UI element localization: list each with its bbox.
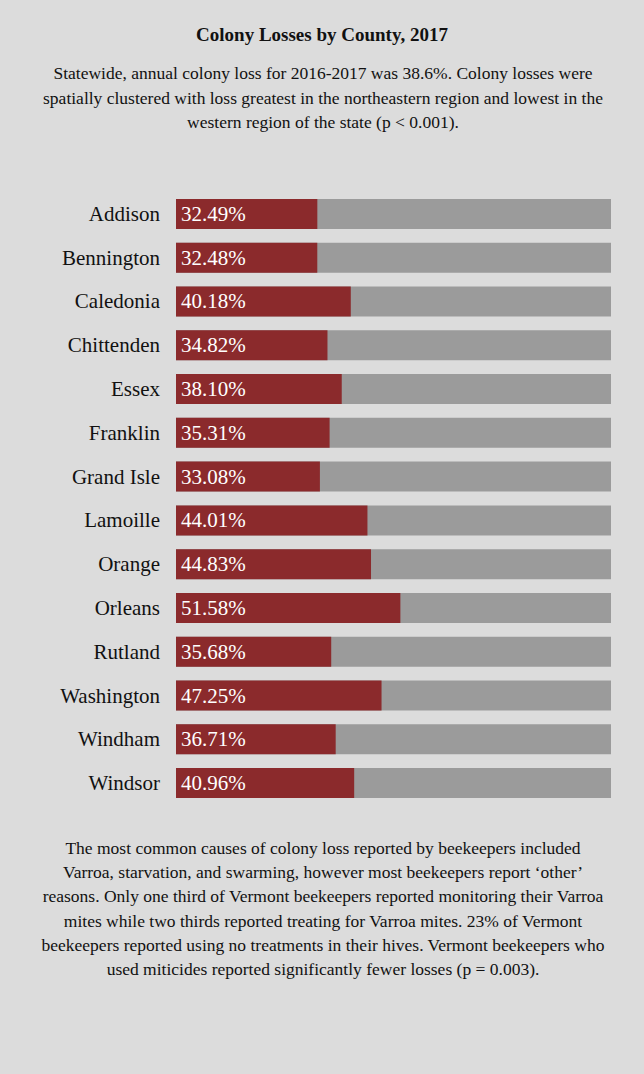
svg-text:Grand Isle: Grand Isle [72,465,160,489]
svg-text:34.82%: 34.82% [181,333,246,357]
svg-text:47.25%: 47.25% [181,684,246,708]
html-text:Colony Losses by County, 2017: Colony Losses by County, 2017 [196,24,448,45]
svg-text:44.83%: 44.83% [181,552,246,576]
svg-text:Essex: Essex [111,377,160,401]
svg-text:Franklin: Franklin [89,421,161,445]
svg-text:32.49%: 32.49% [181,202,246,226]
svg-text:Windsor: Windsor [89,771,160,795]
svg-text:51.58%: 51.58% [181,596,246,620]
svg-text:Rutland: Rutland [94,640,161,664]
svg-text:38.10%: 38.10% [181,377,246,401]
svg-text:35.31%: 35.31% [181,421,246,445]
svg-text:33.08%: 33.08% [181,465,246,489]
svg-text:40.18%: 40.18% [181,289,246,313]
html-text:Statewide, annual colony loss: Statewide, annual colony loss for 2016-2… [43,63,603,132]
svg-text:40.96%: 40.96% [181,771,246,795]
svg-text:36.71%: 36.71% [181,727,246,751]
html-text:The most common causes of colo: The most common causes of colony loss re… [41,838,605,979]
svg-text:Bennington: Bennington [62,246,160,270]
svg-text:Windham: Windham [78,727,160,751]
svg-text:Addison: Addison [89,202,161,226]
svg-text:32.48%: 32.48% [181,246,246,270]
svg-text:Washington: Washington [60,684,160,708]
svg-text:44.01%: 44.01% [181,508,246,532]
svg-text:35.68%: 35.68% [181,640,246,664]
svg-text:Chittenden: Chittenden [68,333,161,357]
svg-text:Orleans: Orleans [95,596,160,620]
svg-text:Orange: Orange [98,552,160,576]
svg-text:Lamoille: Lamoille [84,508,160,532]
svg-text:Caledonia: Caledonia [75,289,161,313]
